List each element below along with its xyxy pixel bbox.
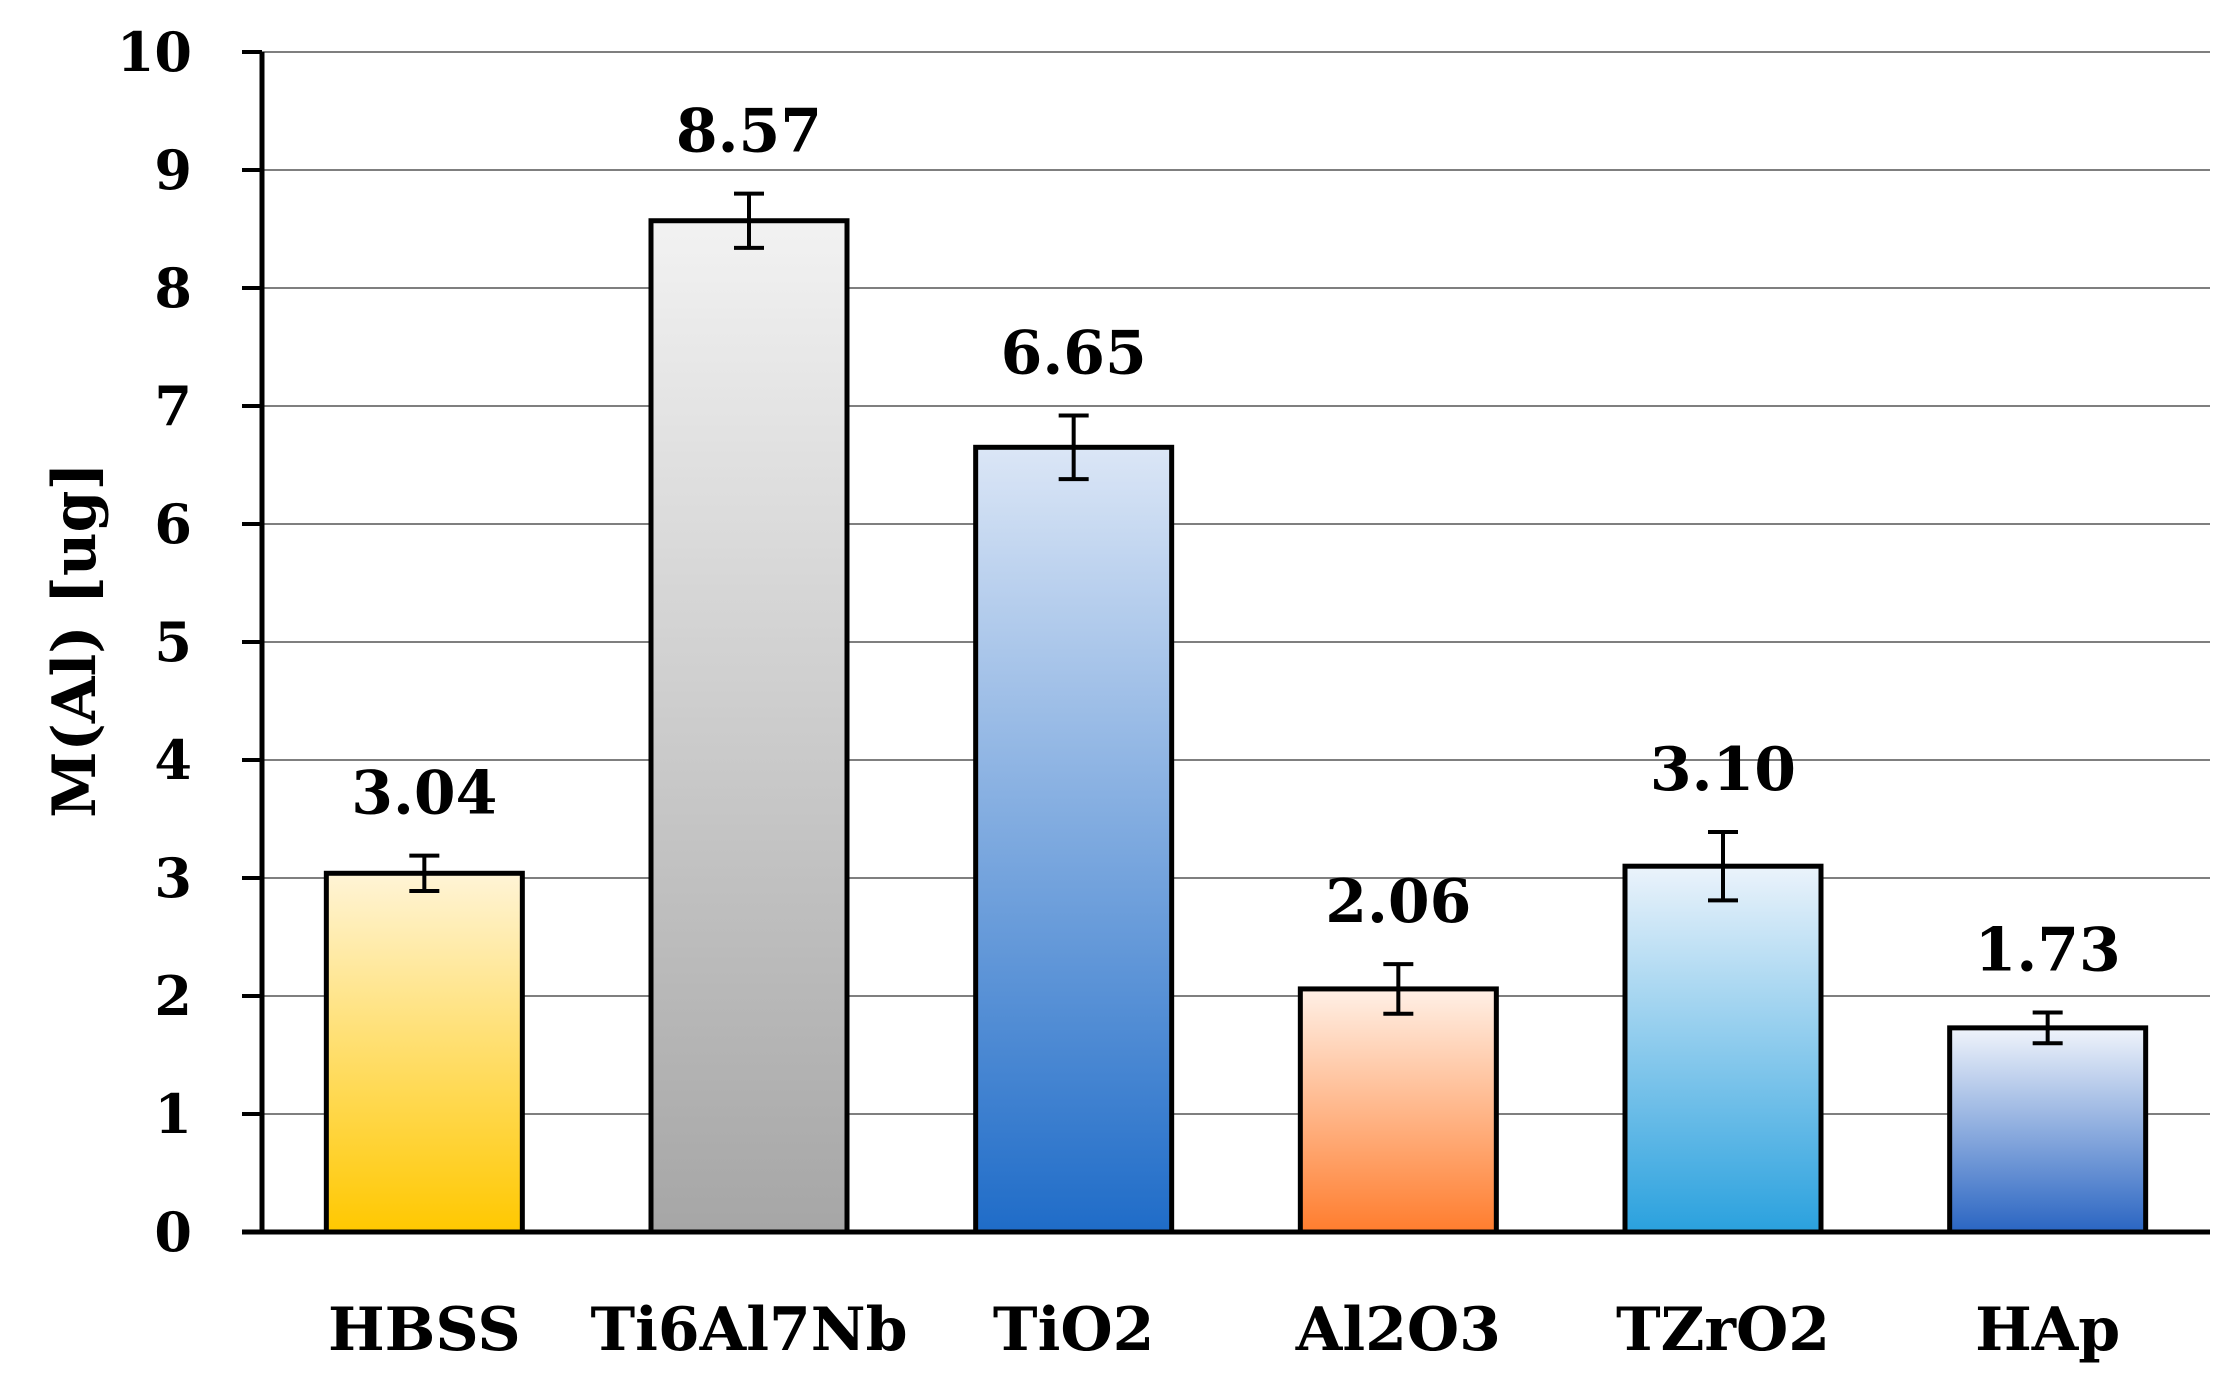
data-label: 3.04 bbox=[351, 759, 497, 829]
x-tick-label: TZrO2 bbox=[1616, 1295, 1830, 1365]
y-tick-label: 10 bbox=[117, 20, 192, 84]
gridlines bbox=[262, 51, 2210, 1115]
data-label: 8.57 bbox=[676, 97, 822, 167]
error-bar bbox=[1383, 962, 1414, 1016]
y-tick-label: 5 bbox=[154, 610, 192, 674]
data-label: 6.65 bbox=[1001, 318, 1147, 388]
labels: 0 1 2 3 4 5 6 7 8 9 10 3.04 HBSS 8.57 Ti6Al7Nb 6.65 TiO2… bbox=[117, 20, 2121, 1365]
data-label: 3.10 bbox=[1650, 735, 1796, 805]
y-tick-label: 8 bbox=[154, 256, 192, 320]
bars bbox=[323, 191, 2149, 1235]
y-tick-label: 4 bbox=[154, 728, 192, 792]
error-bar bbox=[2032, 1010, 2063, 1046]
data-label: 1.73 bbox=[1975, 916, 2121, 986]
bar-hap bbox=[1947, 1025, 2149, 1235]
y-tick-label: 0 bbox=[154, 1200, 192, 1264]
error-bar bbox=[1708, 829, 1738, 903]
y-axis-title: M(Al) [ug] bbox=[40, 462, 110, 818]
axes bbox=[242, 50, 2210, 1235]
error-bar bbox=[409, 853, 440, 893]
bar-tio2 bbox=[973, 444, 1175, 1235]
bar-ti6al7nb bbox=[648, 218, 850, 1235]
x-tick-label: Al2O3 bbox=[1295, 1295, 1501, 1365]
y-tick-label: 1 bbox=[154, 1082, 192, 1146]
x-tick-label: Ti6Al7Nb bbox=[590, 1295, 907, 1365]
x-tick-label: HBSS bbox=[328, 1295, 521, 1365]
data-label: 2.06 bbox=[1325, 867, 1471, 937]
y-tick-label: 3 bbox=[154, 846, 192, 910]
bar-al2o3 bbox=[1297, 986, 1499, 1235]
x-tick-label: TiO2 bbox=[993, 1295, 1154, 1365]
error-bar bbox=[734, 191, 764, 250]
bar-tzro2 bbox=[1622, 863, 1824, 1235]
y-tick-label: 7 bbox=[154, 374, 192, 438]
y-tick-label: 6 bbox=[154, 492, 192, 556]
y-tick-label: 9 bbox=[154, 138, 192, 202]
y-tick-label: 2 bbox=[154, 964, 192, 1028]
error-bar bbox=[1058, 413, 1089, 482]
x-tick-label: HAp bbox=[1975, 1295, 2120, 1365]
bar-hbss bbox=[323, 870, 525, 1235]
